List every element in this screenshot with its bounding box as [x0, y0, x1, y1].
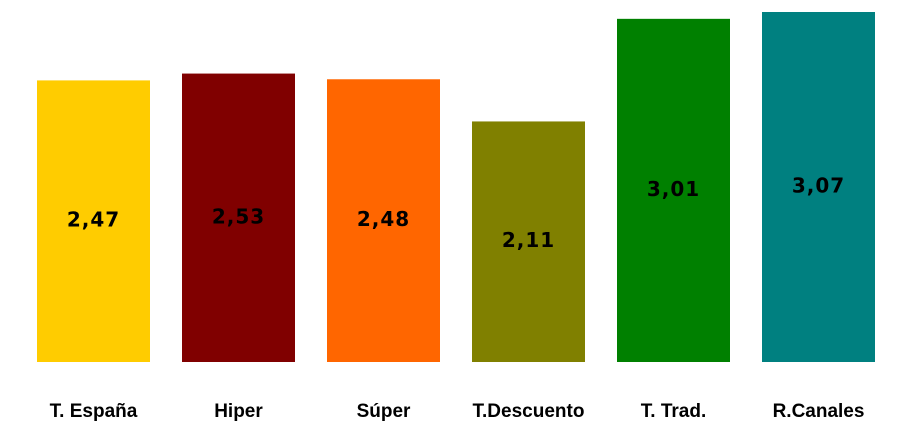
value-label: 2,48 — [357, 207, 410, 231]
category-label: T.Descuento — [473, 401, 585, 422]
bar — [327, 79, 440, 362]
bar — [182, 73, 295, 363]
value-label: 2,11 — [502, 228, 555, 252]
value-label: 3,01 — [647, 177, 700, 201]
bar — [472, 121, 585, 362]
category-label: Hiper — [214, 401, 263, 422]
category-label: T. Trad. — [641, 401, 706, 422]
value-label: 2,53 — [212, 204, 265, 228]
value-label: 2,47 — [67, 208, 120, 232]
bar — [762, 12, 875, 362]
category-label: Súper — [357, 401, 411, 422]
bar — [617, 18, 730, 362]
value-label: 3,07 — [792, 174, 845, 198]
category-label: T. España — [50, 401, 138, 422]
bar — [37, 80, 150, 363]
category-label: R.Canales — [773, 401, 865, 422]
